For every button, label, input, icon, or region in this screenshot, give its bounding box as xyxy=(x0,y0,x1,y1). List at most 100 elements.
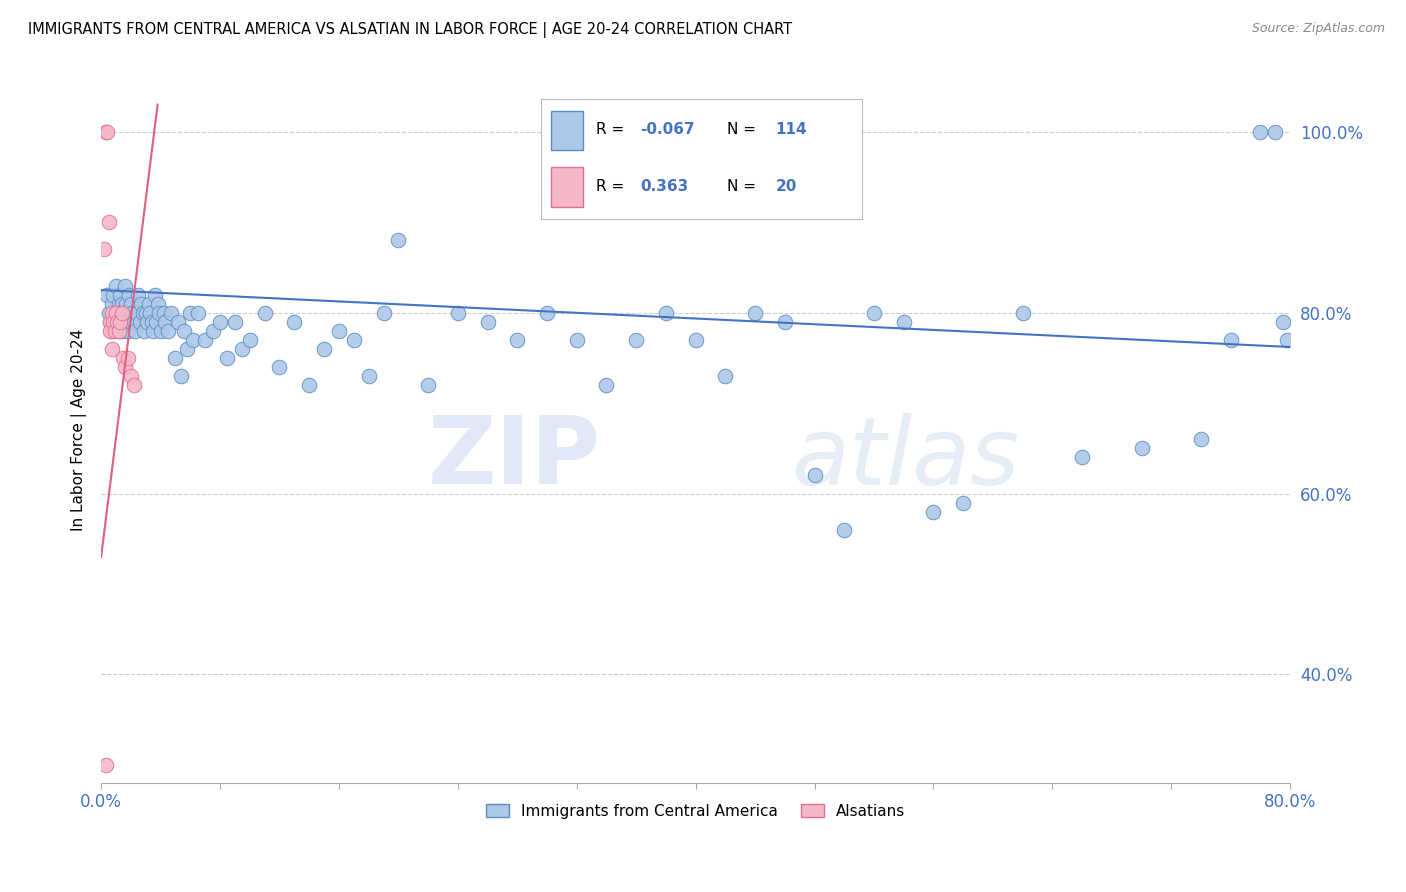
Point xyxy=(173,324,195,338)
Point xyxy=(104,278,127,293)
Point xyxy=(112,305,135,319)
Point xyxy=(141,315,163,329)
Point xyxy=(111,305,134,319)
Point xyxy=(328,324,350,338)
Point xyxy=(120,368,142,383)
Point xyxy=(152,305,174,319)
Point xyxy=(112,324,135,338)
Point xyxy=(94,758,117,772)
Point xyxy=(94,125,117,139)
Point xyxy=(685,333,707,347)
Point xyxy=(97,785,120,799)
Text: ZIP: ZIP xyxy=(427,412,600,505)
Point xyxy=(125,305,148,319)
Point xyxy=(135,305,157,319)
Point xyxy=(283,315,305,329)
Point xyxy=(114,315,136,329)
Point xyxy=(832,523,855,537)
Point xyxy=(146,296,169,310)
Point xyxy=(100,324,122,338)
Point xyxy=(108,324,131,338)
Text: Source: ZipAtlas.com: Source: ZipAtlas.com xyxy=(1251,22,1385,36)
Point xyxy=(1264,125,1286,139)
Point xyxy=(122,378,145,392)
Point xyxy=(136,315,159,329)
Point xyxy=(101,315,124,329)
Point xyxy=(108,296,131,310)
Point xyxy=(773,315,796,329)
Point xyxy=(156,324,179,338)
Point xyxy=(149,324,172,338)
Point xyxy=(120,315,142,329)
Point xyxy=(863,305,886,319)
Point xyxy=(387,233,409,247)
Point xyxy=(416,378,439,392)
Point xyxy=(117,324,139,338)
Point xyxy=(139,305,162,319)
Point xyxy=(1130,442,1153,456)
Point xyxy=(114,359,136,374)
Point xyxy=(111,296,134,310)
Point xyxy=(1071,450,1094,465)
Point xyxy=(145,315,167,329)
Point xyxy=(98,315,121,329)
Point xyxy=(181,333,204,347)
Point xyxy=(148,305,170,319)
Point xyxy=(117,315,139,329)
Point xyxy=(111,315,134,329)
Point xyxy=(118,305,141,319)
Point xyxy=(744,305,766,319)
Point xyxy=(595,378,617,392)
Point xyxy=(96,125,118,139)
Point xyxy=(117,351,139,365)
Point xyxy=(1249,125,1271,139)
Point xyxy=(132,305,155,319)
Point xyxy=(536,305,558,319)
Point xyxy=(179,305,201,319)
Point xyxy=(110,305,132,319)
Point xyxy=(97,305,120,319)
Point xyxy=(1189,432,1212,446)
Text: IMMIGRANTS FROM CENTRAL AMERICA VS ALSATIAN IN LABOR FORCE | AGE 20-24 CORRELATI: IMMIGRANTS FROM CENTRAL AMERICA VS ALSAT… xyxy=(28,22,792,38)
Point xyxy=(120,296,142,310)
Point xyxy=(101,287,124,301)
Point xyxy=(103,305,125,319)
Point xyxy=(477,315,499,329)
Point xyxy=(134,324,156,338)
Point xyxy=(373,305,395,319)
Point xyxy=(127,287,149,301)
Point xyxy=(170,368,193,383)
Point xyxy=(312,342,335,356)
Point xyxy=(357,368,380,383)
Point xyxy=(194,333,217,347)
Point xyxy=(128,315,150,329)
Point xyxy=(118,287,141,301)
Point xyxy=(142,324,165,338)
Point xyxy=(201,324,224,338)
Point xyxy=(176,342,198,356)
Point xyxy=(624,333,647,347)
Point xyxy=(121,305,143,319)
Point xyxy=(893,315,915,329)
Point xyxy=(138,296,160,310)
Point xyxy=(115,296,138,310)
Point xyxy=(298,378,321,392)
Point xyxy=(165,351,187,365)
Point xyxy=(97,215,120,229)
Point xyxy=(93,243,115,257)
Point xyxy=(103,324,125,338)
Point xyxy=(1219,333,1241,347)
Legend: Immigrants from Central America, Alsatians: Immigrants from Central America, Alsatia… xyxy=(479,797,911,825)
Point xyxy=(98,315,121,329)
Point xyxy=(122,315,145,329)
Point xyxy=(714,368,737,383)
Point xyxy=(100,342,122,356)
Point xyxy=(506,333,529,347)
Point xyxy=(160,305,183,319)
Point xyxy=(239,333,262,347)
Point xyxy=(803,468,825,483)
Point xyxy=(1271,315,1294,329)
Point xyxy=(100,305,122,319)
Point xyxy=(269,359,291,374)
Point xyxy=(115,305,138,319)
